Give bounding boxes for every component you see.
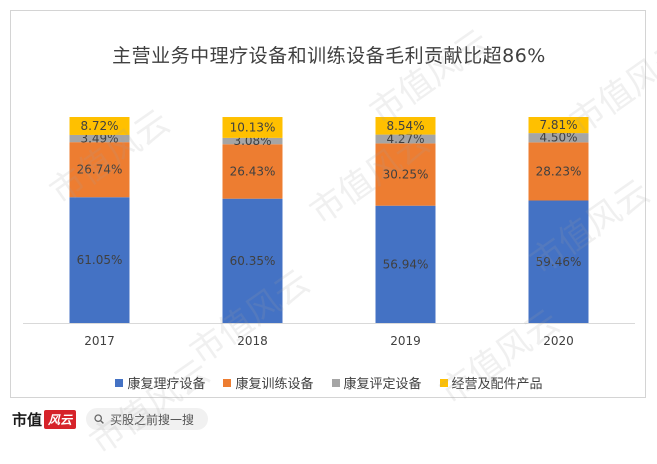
bar-segment xyxy=(375,143,436,206)
legend-swatch xyxy=(223,378,232,387)
legend-label: 康复训练设备 xyxy=(235,377,314,392)
bar-segment xyxy=(222,117,283,138)
x-tick-label: 2017 xyxy=(84,334,115,348)
legend-swatch xyxy=(115,378,124,387)
footer-bar: 市值 风云 买股之前搜一搜 xyxy=(12,407,209,431)
data-label: 30.25% xyxy=(383,168,429,182)
search-box[interactable]: 买股之前搜一搜 xyxy=(86,408,209,430)
brand-mark: 风云 xyxy=(44,409,77,429)
x-tick-label: 2019 xyxy=(390,334,421,348)
legend-label: 康复理疗设备 xyxy=(127,377,206,392)
legend-label: 康复评定设备 xyxy=(343,377,422,392)
chart-card: 主营业务中理疗设备和训练设备毛利贡献比超86% 61.05% 26.74% 3.49… xyxy=(10,10,646,398)
search-icon xyxy=(94,414,104,424)
data-label: 26.43% xyxy=(230,164,276,178)
legend-item: 康复训练设备 xyxy=(223,373,314,392)
brand-text: 市值 xyxy=(12,410,43,429)
data-label: 3.49% xyxy=(80,132,118,146)
legend-label: 经营及配件产品 xyxy=(451,377,543,392)
search-placeholder: 买股之前搜一搜 xyxy=(110,412,195,427)
data-label: 8.54% xyxy=(386,119,424,133)
stacked-bar-chart: 61.05%26.74%3.49%8.72%201760.35%26.43%3.… xyxy=(23,117,635,348)
legend-item: 经营及配件产品 xyxy=(439,373,543,392)
bar-segment xyxy=(528,200,589,323)
bar-segment xyxy=(375,117,436,135)
legend-item: 康复理疗设备 xyxy=(115,373,205,392)
data-label: 7.81% xyxy=(539,118,577,132)
data-label: 28.23% xyxy=(536,164,582,178)
bar-segment xyxy=(528,142,589,201)
bar-segment xyxy=(222,144,283,199)
data-label: 10.13% xyxy=(230,120,276,134)
data-label: 26.74% xyxy=(77,163,123,177)
data-label: 56.94% xyxy=(383,257,429,271)
bar-segment xyxy=(69,117,130,135)
chart-title: 主营业务中理疗设备和训练设备毛利贡献比超86% xyxy=(112,45,546,67)
bar-segment xyxy=(222,198,283,323)
data-label: 61.05% xyxy=(77,253,123,267)
bar-segment xyxy=(528,117,589,134)
x-tick-label: 2020 xyxy=(543,334,574,348)
data-label: 60.35% xyxy=(230,254,276,268)
bar-segment xyxy=(69,197,130,323)
legend-item: 康复评定设备 xyxy=(331,373,422,392)
bar-segment xyxy=(375,205,436,323)
x-tick-label: 2018 xyxy=(237,334,268,348)
legend-swatch xyxy=(439,378,448,387)
bar-segment xyxy=(375,134,436,144)
legend-swatch xyxy=(331,378,340,387)
bar-segment xyxy=(222,137,283,145)
bar-segment xyxy=(528,133,589,143)
data-label: 4.50% xyxy=(539,131,577,145)
data-label: 8.72% xyxy=(80,119,118,133)
bar-segment xyxy=(69,134,130,143)
brand-logo: 市值 风云 xyxy=(12,409,77,430)
chart-legend: 康复理疗设备 康复训练设备 康复评定设备 经营及配件产品 xyxy=(11,373,647,392)
bar-segment xyxy=(69,142,130,198)
data-label: 4.27% xyxy=(386,132,424,146)
data-label: 59.46% xyxy=(536,255,582,269)
